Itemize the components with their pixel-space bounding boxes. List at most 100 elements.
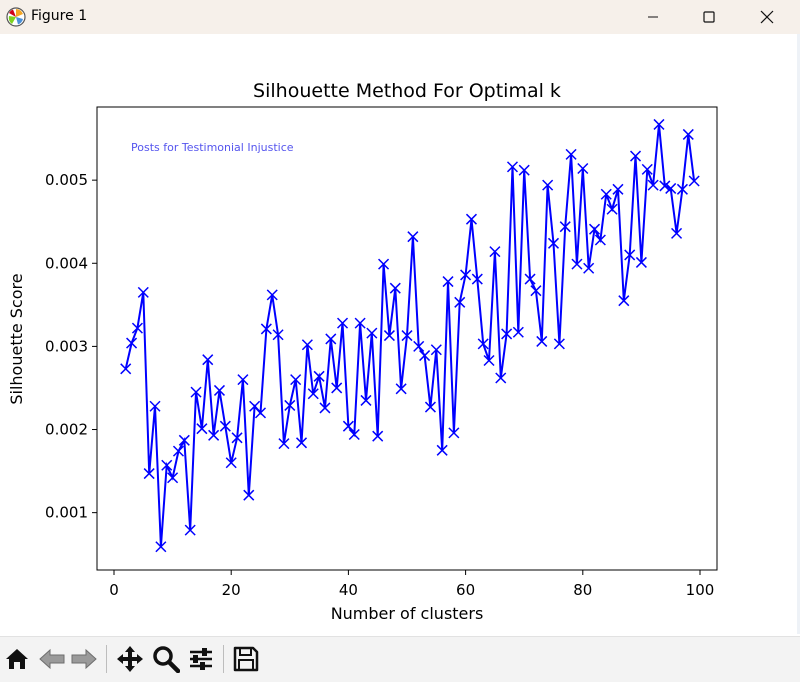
data-point-marker: [184, 524, 196, 536]
back-icon: [39, 648, 65, 670]
data-point-marker: [635, 256, 647, 268]
data-point-marker: [342, 420, 354, 432]
data-point-marker: [630, 150, 642, 162]
data-point-marker: [213, 384, 226, 396]
data-point-marker: [366, 327, 378, 339]
data-point-marker: [571, 258, 583, 270]
data-point-marker: [688, 175, 700, 187]
save-button[interactable]: [232, 645, 260, 673]
data-point-marker: [588, 223, 601, 235]
window-title: Figure 1: [31, 8, 88, 24]
data-point-marker: [120, 363, 132, 375]
x-tick-label: 60: [456, 581, 475, 599]
data-point-marker: [671, 227, 683, 239]
back-button[interactable]: [38, 645, 66, 673]
home-icon: [6, 649, 28, 669]
window-titlebar: Figure 1: [0, 0, 800, 34]
pan-icon: [117, 646, 143, 672]
data-point-marker: [266, 289, 278, 301]
home-button[interactable]: [3, 645, 31, 673]
data-point-marker: [354, 317, 366, 329]
forward-button[interactable]: [70, 645, 98, 673]
chart-annotation: Posts for Testimonial Injustice: [131, 141, 294, 154]
window-edge: [797, 34, 800, 634]
data-point-marker: [307, 388, 319, 400]
data-point-marker: [295, 437, 308, 449]
zoom-icon: [153, 646, 180, 673]
data-point-marker: [284, 399, 296, 411]
data-point-marker: [530, 285, 542, 297]
save-icon: [233, 646, 259, 672]
data-point-marker: [665, 182, 677, 194]
data-point-marker: [137, 286, 149, 298]
y-tick-label: 0.005: [45, 171, 88, 189]
data-point-marker: [126, 337, 138, 349]
data-point-marker: [278, 438, 290, 450]
data-point-marker: [624, 249, 636, 261]
data-point-marker: [483, 354, 495, 367]
data-point-marker: [471, 273, 483, 285]
data-point-marker: [583, 262, 595, 274]
data-point-marker: [190, 386, 202, 398]
data-point-marker: [465, 213, 477, 225]
data-point-marker: [559, 221, 571, 233]
data-point-marker: [348, 428, 360, 441]
data-point-marker: [383, 330, 395, 342]
data-point-marker: [600, 188, 612, 200]
close-icon: [760, 10, 774, 24]
data-point-marker: [260, 323, 272, 335]
data-point-marker: [565, 148, 577, 160]
configure-subplots-button[interactable]: [187, 645, 215, 673]
data-point-marker: [331, 382, 343, 394]
navigation-toolbar: [0, 636, 800, 682]
forward-icon: [71, 648, 97, 670]
series-markers: [120, 118, 700, 553]
data-point-marker: [612, 183, 624, 195]
x-tick-label: 100: [686, 581, 715, 599]
data-point-marker: [442, 276, 454, 288]
data-point-marker: [430, 344, 442, 356]
y-tick-label: 0.004: [45, 254, 88, 272]
data-point-marker: [219, 420, 231, 432]
zoom-button[interactable]: [152, 645, 180, 673]
data-point-marker: [518, 164, 530, 176]
data-point-marker: [301, 339, 313, 351]
data-point-marker: [378, 258, 390, 270]
data-point-marker: [407, 231, 419, 243]
data-point-marker: [606, 203, 618, 215]
data-point-marker: [460, 269, 472, 281]
data-point-marker: [542, 179, 554, 191]
data-point-marker: [501, 328, 513, 340]
data-point-marker: [424, 401, 436, 413]
minimize-button[interactable]: [624, 0, 682, 34]
y-axis-label: Silhouette Score: [7, 273, 26, 404]
configure-subplots-icon: [190, 648, 212, 670]
data-point-marker: [676, 183, 688, 195]
close-button[interactable]: [738, 0, 796, 34]
data-point-marker: [653, 118, 665, 130]
data-point-marker: [506, 161, 519, 173]
data-point-marker: [208, 429, 220, 441]
data-point-marker: [682, 128, 694, 140]
chart-title: Silhouette Method For Optimal k: [253, 80, 561, 102]
data-point-marker: [196, 423, 208, 435]
data-point-marker: [131, 322, 143, 334]
y-axis-ticks: 0.001 0.002 0.003 0.004 0.005: [45, 171, 97, 522]
data-point-marker: [577, 162, 589, 175]
data-point-marker: [360, 394, 372, 406]
minimize-icon: [648, 16, 658, 18]
data-point-marker: [436, 444, 448, 456]
data-point-marker: [167, 472, 179, 484]
maximize-button[interactable]: [680, 0, 738, 34]
pan-button[interactable]: [116, 645, 144, 673]
data-point-marker: [237, 374, 249, 386]
data-point-marker: [172, 445, 184, 457]
data-point-marker: [618, 295, 630, 307]
data-point-marker: [313, 370, 325, 382]
data-point-marker: [594, 234, 606, 246]
toolbar-separator: [106, 645, 107, 673]
data-point-marker: [524, 273, 536, 285]
data-point-marker: [547, 237, 560, 249]
data-point-marker: [489, 246, 501, 258]
data-point-marker: [372, 430, 384, 442]
